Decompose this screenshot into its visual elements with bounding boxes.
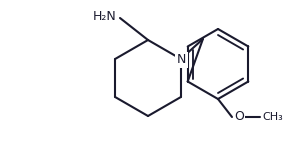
Text: CH₃: CH₃ bbox=[262, 112, 283, 122]
Text: N: N bbox=[177, 53, 187, 66]
Text: O: O bbox=[234, 111, 244, 124]
Text: H₂N: H₂N bbox=[93, 11, 117, 24]
